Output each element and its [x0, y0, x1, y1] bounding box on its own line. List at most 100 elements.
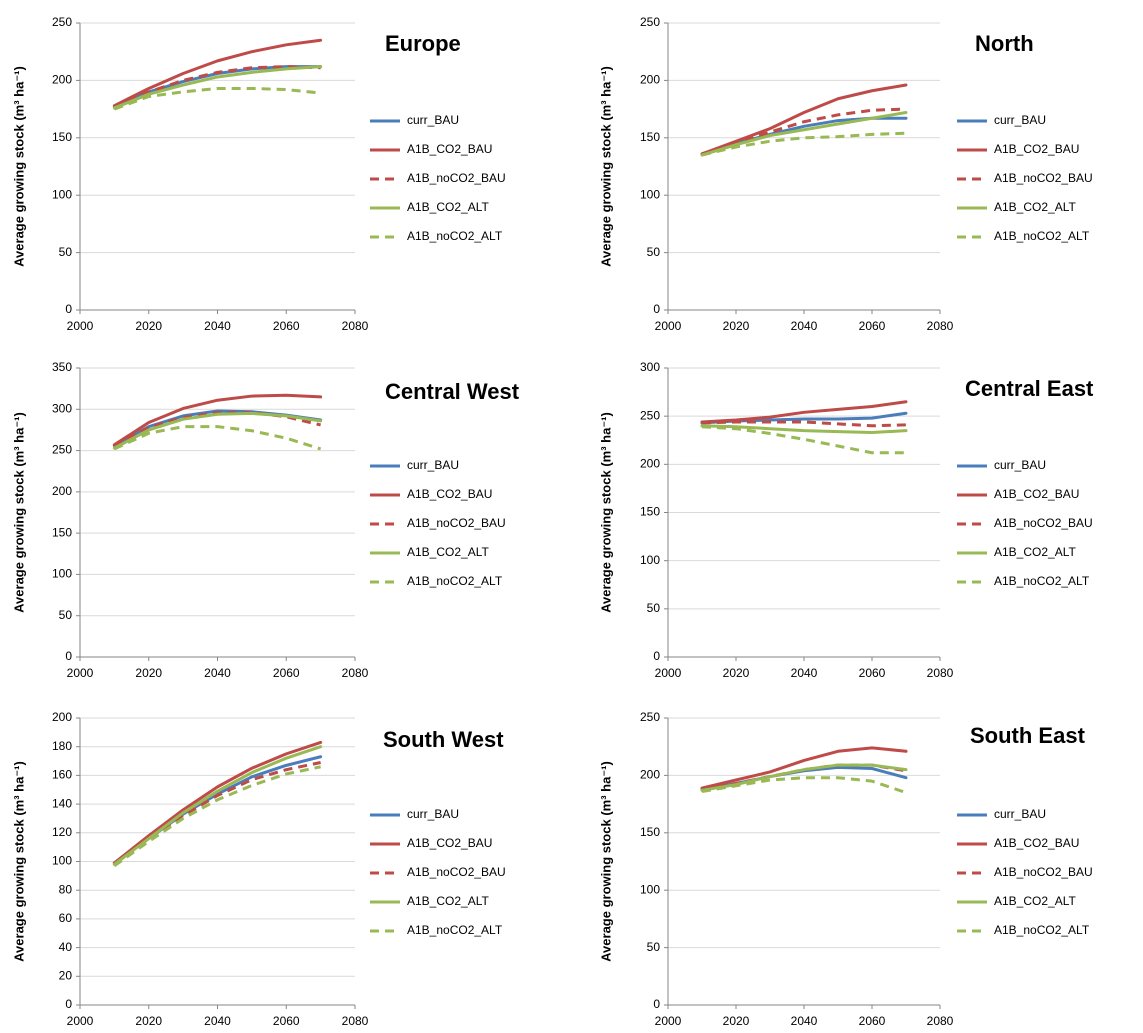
- x-tick-label: 2020: [723, 319, 750, 333]
- y-tick-label: 0: [65, 649, 72, 663]
- y-tick-label: 100: [52, 187, 72, 201]
- legend-label: A1B_noCO2_BAU: [994, 171, 1093, 185]
- y-tick-label: 250: [640, 710, 660, 724]
- legend-label: curr_BAU: [994, 113, 1046, 127]
- series-line: [112, 65, 323, 110]
- y-tick-label: 120: [52, 825, 72, 839]
- y-tick-label: 0: [653, 302, 660, 316]
- legend-label: A1B_noCO2_ALT: [407, 574, 503, 588]
- y-tick-label: 150: [640, 825, 660, 839]
- y-tick-label: 200: [640, 73, 660, 87]
- y-tick-label: 60: [59, 911, 73, 925]
- legend-label: A1B_noCO2_ALT: [994, 229, 1090, 243]
- legend-label: A1B_noCO2_BAU: [407, 516, 506, 530]
- y-tick-label: 20: [59, 968, 73, 982]
- legend-label: curr_BAU: [407, 807, 459, 821]
- line-chart: 0 50 100 150 200 250 300 2000 2020 2040 2060 2080 Av…: [598, 360, 1094, 680]
- y-tick-label: 0: [653, 649, 660, 663]
- x-tick-label: 2040: [204, 319, 231, 333]
- legend-label: curr_BAU: [994, 458, 1046, 472]
- legend-label: A1B_CO2_BAU: [407, 142, 492, 156]
- line-chart: 0 50 100 150 200 250 2000 2020 2040 2060 2080 Avera…: [598, 710, 1092, 1028]
- x-tick-label: 2080: [927, 319, 954, 333]
- y-tick-label: 250: [640, 408, 660, 422]
- series-line: [112, 411, 323, 450]
- y-tick-label: 350: [52, 360, 72, 374]
- y-tick-label: 50: [647, 940, 661, 954]
- y-tick-label: 140: [52, 796, 72, 810]
- chart-title: Europe: [385, 31, 461, 56]
- y-tick-label: 200: [52, 73, 72, 87]
- x-tick-label: 2000: [67, 319, 94, 333]
- legend-label: A1B_CO2_BAU: [994, 836, 1079, 850]
- y-axis-label: Average growing stock (m³ ha⁻¹): [598, 66, 613, 267]
- y-axis-label: Average growing stock (m³ ha⁻¹): [598, 412, 613, 613]
- x-tick-label: 2040: [204, 666, 231, 680]
- x-tick-label: 2040: [204, 1014, 231, 1028]
- legend-label: A1B_noCO2_ALT: [994, 574, 1090, 588]
- legend-label: A1B_CO2_BAU: [407, 487, 492, 501]
- y-tick-label: 150: [52, 130, 72, 144]
- legend-label: A1B_CO2_BAU: [994, 487, 1079, 501]
- series-line: [701, 776, 907, 795]
- y-tick-label: 300: [640, 360, 660, 374]
- x-tick-label: 2060: [273, 666, 300, 680]
- y-tick-label: 180: [52, 739, 72, 753]
- y-tick-label: 160: [52, 768, 72, 782]
- y-tick-label: 0: [65, 997, 72, 1011]
- legend-label: A1B_CO2_BAU: [407, 836, 492, 850]
- y-tick-label: 80: [59, 882, 73, 896]
- line-chart: 0 50 100 150 200 250 2000 2020 2040 2060 2080 Avera…: [598, 15, 1092, 333]
- series-line: [701, 131, 907, 157]
- x-tick-label: 2000: [67, 666, 94, 680]
- series-line: [112, 740, 323, 865]
- line-chart: 0 50 100 150 200 250 2000 2020 2040 2060 2080 Avera…: [11, 15, 505, 333]
- x-tick-label: 2020: [135, 1014, 162, 1028]
- y-tick-label: 50: [647, 601, 661, 615]
- y-tick-label: 100: [640, 187, 660, 201]
- x-tick-label: 2040: [791, 1014, 818, 1028]
- series-line: [112, 393, 323, 447]
- y-tick-label: 250: [52, 15, 72, 29]
- y-tick-label: 250: [52, 443, 72, 457]
- chart-title: North: [975, 31, 1034, 56]
- y-tick-label: 200: [640, 457, 660, 471]
- x-tick-label: 2080: [927, 1014, 954, 1028]
- series-line: [700, 746, 908, 790]
- x-tick-label: 2020: [135, 666, 162, 680]
- legend-label: A1B_noCO2_ALT: [407, 229, 503, 243]
- y-tick-label: 100: [52, 567, 72, 581]
- x-tick-label: 2000: [67, 1014, 94, 1028]
- legend-label: A1B_CO2_ALT: [407, 200, 489, 214]
- y-tick-label: 200: [52, 710, 72, 724]
- chart-title: South East: [970, 723, 1086, 748]
- series-line: [700, 400, 908, 424]
- y-axis-label: Average growing stock (m³ ha⁻¹): [11, 66, 26, 267]
- x-tick-label: 2020: [723, 666, 750, 680]
- y-tick-label: 250: [640, 15, 660, 29]
- series-line: [701, 420, 907, 428]
- y-tick-label: 100: [52, 854, 72, 868]
- series-line: [701, 425, 906, 455]
- x-tick-label: 2080: [342, 1014, 369, 1028]
- series-line: [112, 745, 323, 866]
- chart-title: Central East: [965, 376, 1094, 401]
- legend-label: A1B_noCO2_BAU: [407, 865, 506, 879]
- series-line: [112, 38, 323, 108]
- x-tick-label: 2080: [342, 319, 369, 333]
- legend-label: A1B_CO2_ALT: [407, 894, 489, 908]
- legend-label: A1B_CO2_ALT: [994, 200, 1076, 214]
- y-tick-label: 50: [647, 245, 661, 259]
- legend-label: A1B_CO2_ALT: [994, 894, 1076, 908]
- y-tick-label: 150: [640, 505, 660, 519]
- legend-label: curr_BAU: [994, 807, 1046, 821]
- x-tick-label: 2060: [273, 1014, 300, 1028]
- legend-label: A1B_noCO2_BAU: [994, 516, 1093, 530]
- y-axis-label: Average growing stock (m³ ha⁻¹): [11, 412, 26, 613]
- legend-label: A1B_noCO2_BAU: [407, 171, 506, 185]
- x-tick-label: 2060: [273, 319, 300, 333]
- x-tick-label: 2040: [791, 319, 818, 333]
- x-tick-label: 2000: [655, 1014, 682, 1028]
